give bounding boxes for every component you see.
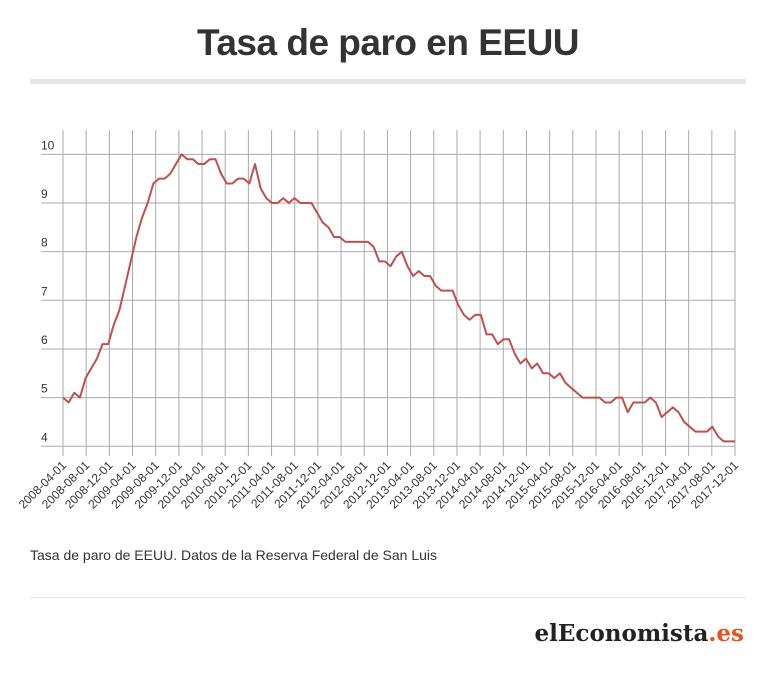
title-divider	[30, 79, 746, 84]
chart-caption: Tasa de paro de EEUU. Datos de la Reserv…	[30, 547, 438, 563]
page-title: Tasa de paro en EEUU	[196, 22, 580, 63]
y-tick-label: 5	[41, 382, 48, 396]
series-line-unemployment	[62, 153, 735, 443]
y-tick-label: 9	[41, 187, 48, 201]
y-tick-label: 8	[41, 236, 48, 250]
brand-prefix: el	[534, 620, 558, 647]
brand-suffix: .es	[708, 620, 744, 647]
chart-grid	[41, 130, 736, 456]
brand-logo: elEconomista.es	[535, 620, 744, 647]
brand-name: Economista	[557, 620, 709, 647]
y-tick-label: 10	[41, 138, 55, 152]
footer-divider	[30, 597, 746, 598]
y-tick-label: 4	[41, 430, 48, 444]
unemployment-line-chart: 4 5 6 7 8 9 10 2008-04-012008-08-012008-12-012…	[16, 130, 742, 512]
y-axis-labels: 4 5 6 7 8 9 10	[41, 138, 55, 444]
y-tick-label: 6	[41, 333, 48, 347]
x-axis-labels: 2008-04-012008-08-012008-12-012009-04-01…	[16, 458, 742, 512]
y-tick-label: 7	[41, 284, 48, 298]
